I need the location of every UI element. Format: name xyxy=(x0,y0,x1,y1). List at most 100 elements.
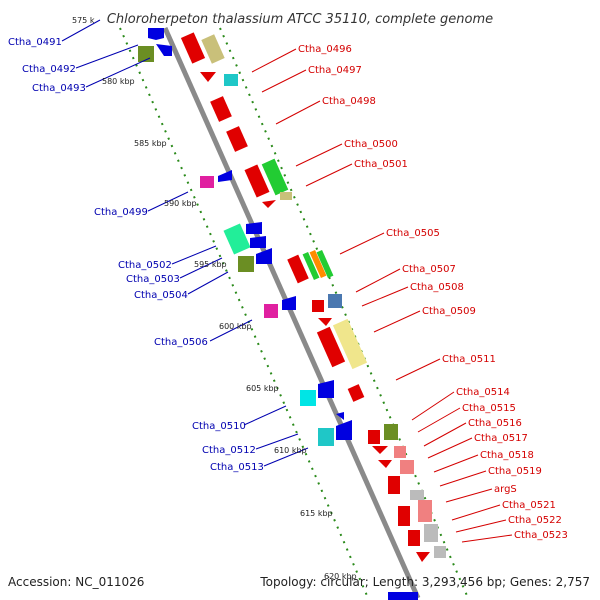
gene-ctha-0513[interactable] xyxy=(336,420,352,440)
label-ctha-0521[interactable]: Ctha_0521 xyxy=(502,500,556,511)
gene-args[interactable] xyxy=(410,490,424,500)
gene-ctha-0523b[interactable] xyxy=(416,552,430,562)
label-ctha-0513[interactable]: Ctha_0513 xyxy=(210,462,264,473)
gene-ctha-0499b[interactable] xyxy=(218,170,232,182)
gene-ctha-0493[interactable] xyxy=(156,44,172,56)
gene-ctha-0496[interactable] xyxy=(180,32,206,64)
reverse-genes xyxy=(138,28,352,446)
gene-ctha-0498b[interactable] xyxy=(226,126,248,152)
forward-labels: Ctha_0496 Ctha_0497 Ctha_0498 Ctha_0500 … xyxy=(298,44,568,541)
gene-edge-bottom[interactable] xyxy=(388,592,418,600)
label-ctha-0499[interactable]: Ctha_0499 xyxy=(94,207,148,218)
label-ctha-0523[interactable]: Ctha_0523 xyxy=(514,530,568,541)
gene-ctha-0509b[interactable] xyxy=(332,318,368,370)
label-ctha-0504[interactable]: Ctha_0504 xyxy=(134,290,188,301)
gene-ctha-0499[interactable] xyxy=(200,176,214,188)
label-ctha-0498[interactable]: Ctha_0498 xyxy=(322,96,376,107)
reverse-labels: Ctha_0491 Ctha_0492 Ctha_0493 Ctha_0499 … xyxy=(8,37,264,473)
label-ctha-0508[interactable]: Ctha_0508 xyxy=(410,282,464,293)
gene-ctha-0522[interactable] xyxy=(424,524,438,542)
gene-ctha-0498[interactable] xyxy=(210,96,232,122)
label-ctha-0497[interactable]: Ctha_0497 xyxy=(308,65,362,76)
label-args[interactable]: argS xyxy=(494,484,517,495)
gene-ctha-0516[interactable] xyxy=(372,446,388,454)
label-ctha-0502[interactable]: Ctha_0502 xyxy=(118,260,172,271)
tick-guides xyxy=(119,27,469,599)
gene-ctha-0512[interactable] xyxy=(318,428,334,446)
gene-ctha-0491[interactable] xyxy=(148,28,164,40)
ruler: 575 k 580 kbp 585 kbp 590 kbp 595 kbp 60… xyxy=(72,16,357,581)
gene-ctha-0496b[interactable] xyxy=(201,34,225,64)
gene-ctha-0510b[interactable] xyxy=(318,380,334,398)
gene-ctha-0502b[interactable] xyxy=(246,222,262,234)
gene-ctha-0501[interactable] xyxy=(261,158,289,196)
label-ctha-0507[interactable]: Ctha_0507 xyxy=(402,264,456,275)
gene-ctha-0510[interactable] xyxy=(300,390,316,406)
label-ctha-0503[interactable]: Ctha_0503 xyxy=(126,274,180,285)
gene-ctha-0504b[interactable] xyxy=(256,248,272,264)
label-ctha-0515[interactable]: Ctha_0515 xyxy=(462,403,516,414)
ruler-590: 590 kbp xyxy=(164,199,197,208)
gene-ctha-0497b[interactable] xyxy=(224,74,238,86)
gene-ctha-0508b[interactable] xyxy=(318,318,332,326)
label-ctha-0516[interactable]: Ctha_0516 xyxy=(468,418,522,429)
gene-ctha-0507[interactable] xyxy=(312,300,324,312)
label-ctha-0493[interactable]: Ctha_0493 xyxy=(32,83,86,94)
label-ctha-0518[interactable]: Ctha_0518 xyxy=(480,450,534,461)
ruler-610: 610 kbp xyxy=(274,446,307,455)
label-ctha-0506[interactable]: Ctha_0506 xyxy=(154,337,208,348)
gene-ctha-0500[interactable] xyxy=(244,164,270,198)
gene-ctha-0522b[interactable] xyxy=(408,530,420,546)
reverse-label-leaders xyxy=(61,19,309,467)
ruler-600: 600 kbp xyxy=(219,322,252,331)
reverse-guide-line xyxy=(119,27,369,599)
gene-ctha-0509[interactable] xyxy=(316,326,346,368)
gene-ctha-0518[interactable] xyxy=(400,460,414,474)
label-ctha-0522[interactable]: Ctha_0522 xyxy=(508,515,562,526)
gene-ctha-0519[interactable] xyxy=(388,476,400,494)
forward-genes xyxy=(180,32,446,562)
gene-ctha-0501c[interactable] xyxy=(262,200,276,208)
label-ctha-0517[interactable]: Ctha_0517 xyxy=(474,433,528,444)
gene-ctha-0523[interactable] xyxy=(434,546,446,558)
gene-ctha-0504[interactable] xyxy=(238,256,254,272)
label-ctha-0519[interactable]: Ctha_0519 xyxy=(488,466,542,477)
gene-ctha-0521b[interactable] xyxy=(398,506,410,526)
gene-ctha-0505[interactable] xyxy=(287,254,309,284)
label-ctha-0509[interactable]: Ctha_0509 xyxy=(422,306,476,317)
label-ctha-0505[interactable]: Ctha_0505 xyxy=(386,228,440,239)
gene-ctha-0502[interactable] xyxy=(223,223,251,255)
label-ctha-0501[interactable]: Ctha_0501 xyxy=(354,159,408,170)
gene-ctha-0505b[interactable] xyxy=(302,251,320,281)
gene-ctha-0506b[interactable] xyxy=(282,296,296,310)
gene-ctha-0512b[interactable] xyxy=(336,412,344,420)
gene-ctha-0505d[interactable] xyxy=(316,249,334,279)
gene-ctha-0515[interactable] xyxy=(384,424,398,440)
label-ctha-0512[interactable]: Ctha_0512 xyxy=(202,445,256,456)
label-ctha-0496[interactable]: Ctha_0496 xyxy=(298,44,352,55)
genome-summary-text: Topology: circular; Length: 3,293,456 bp… xyxy=(259,575,590,589)
gene-ctha-0514[interactable] xyxy=(368,430,380,444)
gene-ctha-0503[interactable] xyxy=(250,236,266,248)
gene-ctha-0511[interactable] xyxy=(347,384,365,402)
gene-ctha-0517[interactable] xyxy=(394,446,406,458)
label-ctha-0514[interactable]: Ctha_0514 xyxy=(456,387,510,398)
gene-ctha-0508[interactable] xyxy=(328,294,342,308)
label-ctha-0500[interactable]: Ctha_0500 xyxy=(344,139,398,150)
ruler-615: 615 kbp xyxy=(300,509,333,518)
label-ctha-0510[interactable]: Ctha_0510 xyxy=(192,421,246,432)
gene-ctha-0505c[interactable] xyxy=(309,249,327,279)
gene-ctha-0497[interactable] xyxy=(200,72,216,82)
gene-ctha-0506[interactable] xyxy=(264,304,278,318)
gene-ctha-0501b[interactable] xyxy=(280,192,292,200)
ruler-585: 585 kbp xyxy=(134,139,167,148)
ruler-595: 595 kbp xyxy=(194,260,227,269)
gene-ctha-0517b[interactable] xyxy=(378,460,392,468)
label-ctha-0492[interactable]: Ctha_0492 xyxy=(22,64,76,75)
forward-label-leaders xyxy=(251,48,513,543)
ruler-580: 580 kbp xyxy=(102,77,135,86)
gene-ctha-0521[interactable] xyxy=(418,500,432,522)
label-ctha-0491[interactable]: Ctha_0491 xyxy=(8,37,62,48)
label-ctha-0511[interactable]: Ctha_0511 xyxy=(442,354,496,365)
